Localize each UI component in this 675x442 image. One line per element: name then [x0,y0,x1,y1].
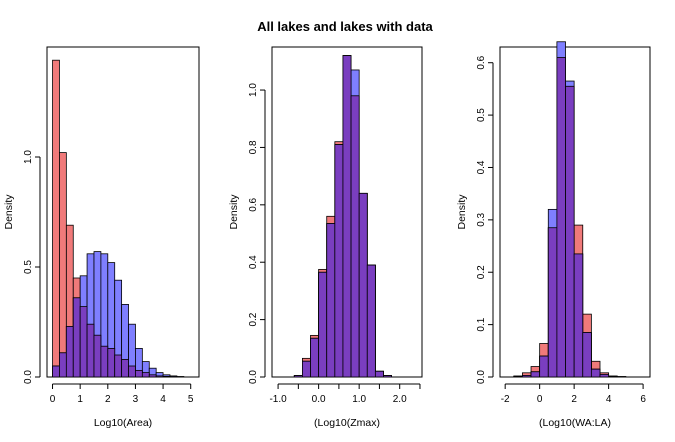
y-tick-label: 0.5 [476,108,487,122]
x-tick-label: -1.0 [269,394,287,405]
bar-overlap [141,372,150,378]
y-tick-label: 0.4 [248,255,259,269]
x-axis-label: (Log10(Zmax) [314,417,380,429]
x-tick-label: 0 [537,394,543,405]
bar-overlap [155,375,164,378]
bar-overlap [513,376,523,378]
bar-overlap [310,337,320,378]
bar-overlap [539,355,549,378]
bar-overlap [590,368,601,378]
y-axis-label: Density [3,194,15,230]
bar-overlap [334,144,344,378]
bar-overlap [72,297,81,378]
x-axis-label: (Log10(WA:LA) [539,417,611,429]
y-tick-label: 0.0 [23,370,34,384]
y-tick-label: 0.3 [476,212,487,226]
bar-overlap [582,332,592,378]
x-tick-label: 2.0 [393,394,407,405]
bar-overlap [114,354,123,378]
x-tick-label: 2 [571,394,577,405]
panels: 0 1 2 3 4 5 0.0 0.5 1.0 Log10(Area) Density -1.0 0.0… [3,41,651,429]
y-axis-label: Density [228,194,240,230]
x-tick-label: 5 [188,394,194,405]
bar-overlap [135,369,143,378]
bars [513,41,627,378]
x-axis-label: Log10(Area) [94,417,152,429]
y-tick-label: 0.5 [23,260,34,274]
bar-overlap [293,375,303,378]
x-tick-label: 1.0 [352,394,366,405]
bar-overlap [358,192,368,378]
x-tick-label: 3 [133,394,139,405]
y-tick-label: 0.2 [248,312,259,326]
bar-all-lakes [616,376,627,378]
bar-overlap [547,227,558,378]
bar-overlap [383,375,392,378]
bar-overlap [318,271,328,378]
bar-overlap [128,365,136,378]
x-tick-label: 0.0 [312,394,326,405]
bar-overlap [366,264,376,378]
bar-overlap [86,323,95,378]
bar-overlap [302,360,311,378]
bar-overlap [52,365,60,378]
bar-overlap [556,57,566,378]
y-tick-label: 0.8 [248,140,259,154]
y-tick-label: 0.0 [476,370,487,384]
main-title: All lakes and lakes with data [257,19,433,34]
x-tick-label: 4 [160,394,166,405]
y-tick-label: 1.0 [23,150,34,164]
y-tick-label: 0.0 [248,370,259,384]
bar-all-lakes [59,152,67,378]
bar-overlap [608,376,618,378]
panel-area: 0 1 2 3 4 5 0.0 0.5 1.0 Log10(Area) Density [3,46,200,429]
panel-wala: -2 0 2 4 6 0.0 0.1 0.2 0.3 0.4 0.5 0.6 (Log10(WA:LA)… [456,41,651,429]
y-tick-label: 0.6 [476,55,487,69]
bar-overlap [65,325,74,378]
bar-overlap [599,373,610,378]
x-tick-label: 1 [77,394,83,405]
bars [293,55,392,378]
bar-all-lakes [52,59,60,378]
y-tick-label: 0.1 [476,317,487,331]
bar-overlap [93,334,102,378]
bar-overlap [59,352,67,378]
bar-overlap [107,347,116,378]
bar-overlap [530,371,541,378]
bar-overlap [148,374,157,378]
bar-overlap [350,95,360,378]
bars [52,59,185,378]
x-tick-label: 2 [105,394,111,405]
x-tick-label: 4 [606,394,612,405]
x-tick-label: 0 [50,394,56,405]
x-tick-label: 6 [640,394,646,405]
y-tick-label: 0.2 [476,265,487,279]
bar-overlap [573,253,584,378]
y-axis-label: Density [456,194,468,230]
bar-overlap [162,375,171,378]
bar-overlap [342,55,352,378]
bar-overlap [565,85,575,378]
bar-overlap [79,306,88,378]
x-tick-label: -2 [501,394,510,405]
bar-overlap [100,345,109,378]
bar-overlap [121,358,129,378]
panel-zmax: -1.0 0.0 1.0 2.0 0.0 0.2 0.4 0.6 0.8 1.0 (Log10(Zm… [228,46,423,429]
bar-overlap [522,375,532,378]
y-tick-label: 0.4 [476,160,487,174]
bar-overlap [374,370,384,378]
y-tick-label: 0.6 [248,197,259,211]
bar-overlap [326,223,336,378]
y-tick-label: 1.0 [248,83,259,97]
